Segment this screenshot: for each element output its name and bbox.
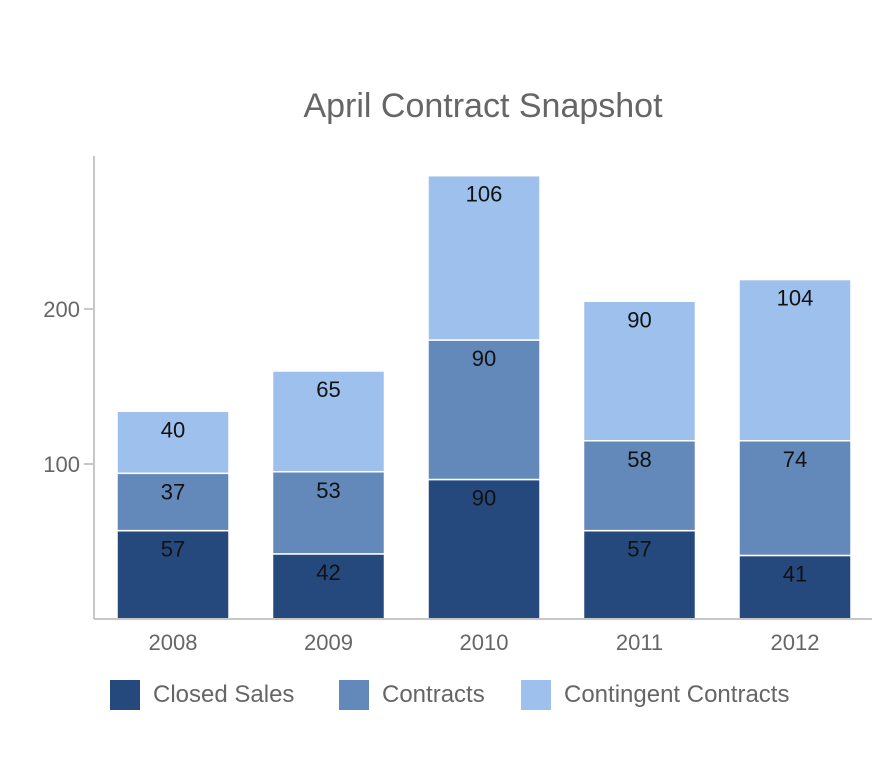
data-label: 41 [783,561,807,586]
y-tick-label: 200 [43,297,80,322]
x-axis: 2008 2009 2010 2011 2012 [94,618,872,655]
data-label: 58 [627,447,651,472]
bars [116,174,852,620]
data-label: 57 [627,537,651,562]
data-labels: 57 37 40 42 53 65 90 90 106 57 58 90 41 74 104 [161,182,814,587]
data-label: 104 [777,286,814,311]
chart-title: April Contract Snapshot [303,87,663,125]
bar-segment [427,339,541,481]
data-label: 57 [161,537,185,562]
bar-segment [271,370,386,473]
data-label: 53 [316,478,340,503]
data-label: 40 [161,417,185,442]
data-label: 74 [783,447,807,472]
y-axis: 100 200 [43,156,95,619]
bar-segment [582,300,697,442]
bar-segment [116,410,230,475]
legend-label: Contingent Contracts [564,681,789,708]
data-label: 90 [472,486,496,511]
bar-segment [738,278,852,442]
legend-swatch [110,680,140,710]
data-label: 90 [472,346,496,371]
bar-segment [582,440,697,532]
legend-swatch [521,680,551,710]
legend: Closed Sales Contracts Contingent Contract… [110,680,789,710]
x-tick-label: 2010 [460,630,509,655]
bar-segment [271,471,386,555]
y-tick-label: 100 [43,452,80,477]
legend-label: Closed Sales [153,681,294,708]
data-label: 106 [466,182,503,207]
bar-segment [738,554,852,620]
x-tick-label: 2011 [616,630,663,655]
data-label: 37 [161,479,185,504]
bar-segment [427,478,541,620]
legend-swatch [339,680,369,710]
bar-segment [427,174,541,341]
legend-label: Contracts [382,681,485,708]
data-label: 42 [316,560,340,585]
x-tick-label: 2012 [771,630,820,655]
x-tick-label: 2008 [149,630,198,655]
data-label: 65 [316,377,340,402]
bar-segment [116,529,230,620]
data-label: 90 [627,307,651,332]
bar-segment [738,440,852,557]
x-tick-label: 2009 [304,630,353,655]
